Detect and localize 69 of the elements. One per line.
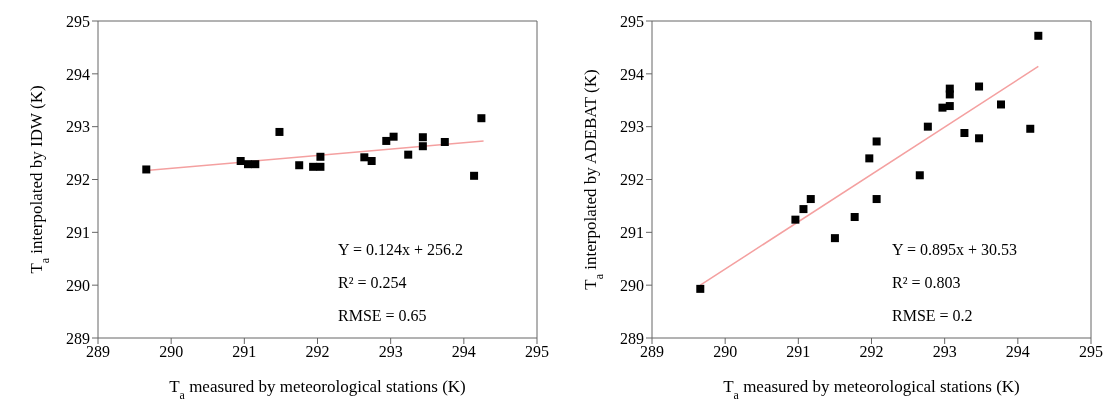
y-tick-label: 292 [620,171,644,189]
point [389,132,398,141]
annotation: Y = 0.895x + 30.53 [892,240,1018,260]
point [316,162,325,171]
x-tick-label: 295 [1079,343,1103,361]
point [975,134,984,143]
annotation: RMSE = 0.2 [892,306,974,326]
x-tick-label: 292 [305,343,330,361]
x-axis-title: T$_{a}$ measured by meteorological stations (K) [723,377,1020,402]
point [945,102,954,111]
y-tick-label: 294 [66,65,90,83]
point [418,142,427,151]
point [142,165,151,174]
x-tick-label: 294 [1005,343,1030,361]
point [316,152,325,161]
point [791,215,800,224]
point [915,171,924,180]
point [872,137,881,146]
x-axis-title: T$_{a}$ measured by meteorological stations (K) [169,377,466,402]
x-tick-label: 293 [932,343,957,361]
y-tick-label: 295 [620,12,644,30]
x-tick-label: 292 [859,343,884,361]
y-tick-label: 293 [66,118,90,136]
point [960,129,969,138]
y-tick-label: 292 [66,171,90,189]
x-tick-label: 294 [451,343,476,361]
x-tick-label: 293 [378,343,403,361]
point [997,100,1006,109]
point [418,133,427,142]
y-tick-label: 295 [66,12,90,30]
x-tick-label: 291 [786,343,811,361]
x-tick-label: 291 [232,343,257,361]
y-tick-label: 290 [620,276,644,294]
point [236,157,245,166]
annotation: R² = 0.254 [338,273,408,293]
y-tick-label: 294 [620,65,644,83]
x-tick-label: 290 [713,343,738,361]
point [865,154,874,163]
point [360,153,369,162]
point [806,195,815,204]
point [477,114,486,123]
point [275,127,284,136]
point [938,103,947,112]
y-tick-label: 290 [66,276,90,294]
x-tick-label: 295 [525,343,549,361]
point [975,82,984,91]
y-tick-label: 291 [620,224,644,242]
y-tick-label: 291 [66,224,90,242]
point [923,122,932,131]
point [872,195,881,204]
x-tick-label: 290 [159,343,184,361]
y-tick-label: 293 [620,118,644,136]
point [404,150,413,159]
point [295,161,304,170]
annotation: Y = 0.124x + 256.2 [338,240,464,260]
point [382,136,391,145]
point [1026,124,1035,133]
point [696,284,705,293]
point [830,234,839,243]
point [799,205,808,214]
point [945,90,954,99]
annotation: R² = 0.803 [892,273,962,293]
point [1034,31,1043,40]
annotation: RMSE = 0.65 [338,306,428,326]
point [470,171,479,180]
point [367,157,376,166]
point [440,137,449,146]
point [251,160,260,169]
point [850,213,859,222]
